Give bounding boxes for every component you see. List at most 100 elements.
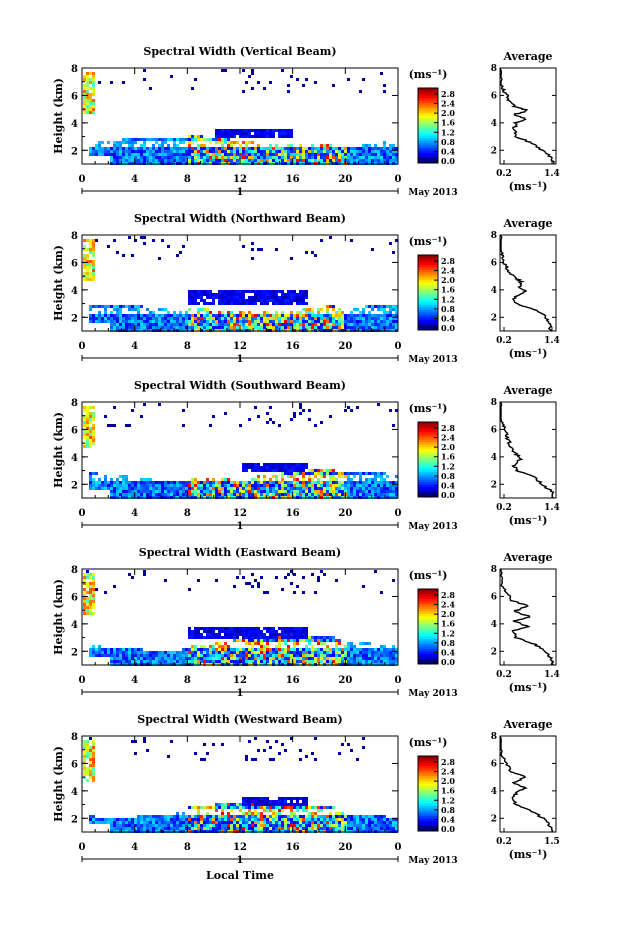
heatmap-cell [248, 323, 251, 326]
heatmap-cell [260, 660, 263, 663]
heatmap-cell [254, 651, 257, 654]
x-tick-label: 12 [233, 341, 247, 352]
heatmap-cell [230, 156, 233, 159]
heatmap-cell [101, 305, 104, 308]
heatmap-cell [143, 487, 146, 490]
heatmap-cell [392, 159, 395, 162]
heatmap-cell [224, 818, 227, 821]
heatmap-cell [299, 627, 302, 630]
heatmap-cell [83, 245, 86, 248]
heatmap-cell [317, 159, 320, 162]
heatmap-cell [314, 323, 317, 326]
colorbar-band [418, 454, 438, 458]
heatmap-cell [260, 490, 263, 493]
heatmap-cell [116, 818, 119, 821]
heatmap-cell [89, 773, 92, 776]
heatmap-cell [146, 320, 149, 323]
heatmap-cell [320, 323, 323, 326]
heatmap-cell [254, 654, 257, 657]
heatmap-cell [377, 153, 380, 156]
heatmap-cell [137, 660, 140, 663]
heatmap-cell [395, 156, 398, 159]
heatmap-cell [281, 660, 284, 663]
heatmap-cell [323, 660, 326, 663]
heatmap-cell [308, 314, 311, 317]
heatmap-cell [284, 487, 287, 490]
heatmap-cell [293, 147, 296, 150]
heatmap-cell [287, 630, 290, 633]
heatmap-cell [107, 141, 110, 144]
average-frame [499, 401, 557, 499]
heatmap-cell [230, 129, 233, 132]
heatmap-cell [188, 493, 191, 496]
heatmap-cell [116, 654, 119, 657]
heatmap-cell [338, 651, 341, 654]
heatmap-cell [221, 323, 224, 326]
heatmap-cell [323, 490, 326, 493]
heatmap-cell [326, 827, 329, 830]
heatmap-cell [98, 314, 101, 317]
heatmap-cell [344, 317, 347, 320]
heatmap-cell [191, 317, 194, 320]
heatmap-cell [236, 159, 239, 162]
y-tick-label: 2 [71, 313, 78, 324]
heatmap-cell [377, 150, 380, 153]
heatmap-cell [233, 484, 236, 487]
heatmap-cell [200, 818, 203, 821]
heatmap-cell [368, 651, 371, 654]
heatmap-cell [302, 472, 305, 475]
heatmap-cell [347, 472, 350, 475]
heatmap-cell [344, 657, 347, 660]
heatmap-cell [293, 627, 296, 630]
heatmap-cell [131, 740, 134, 743]
heatmap-cell [359, 150, 362, 153]
heatmap-cell [119, 320, 122, 323]
heatmap-cell [335, 651, 338, 654]
heatmap-cell [233, 293, 236, 296]
panel-title: Spectral Width (Southward Beam) [134, 379, 346, 392]
heatmap-cell [89, 245, 92, 248]
heatmap-cell [269, 809, 272, 812]
heatmap-cell [83, 433, 86, 436]
heatmap-cell [119, 323, 122, 326]
heatmap-cell [314, 636, 317, 639]
y-tick-label: 6 [71, 258, 78, 269]
heatmap-cell [374, 314, 377, 317]
heatmap-cell [203, 493, 206, 496]
average-frame [499, 568, 557, 666]
heatmap-cell [167, 311, 170, 314]
heatmap-cell [341, 311, 344, 314]
heatmap-cell [278, 424, 281, 427]
heatmap-cell [215, 654, 218, 657]
heatmap-cell [116, 660, 119, 663]
heatmap-cell [197, 821, 200, 824]
heatmap-cell [335, 481, 338, 484]
heatmap-cell [242, 487, 245, 490]
heatmap-cell [224, 660, 227, 663]
heatmap-cell [113, 239, 116, 242]
heatmap-cell [194, 290, 197, 293]
heatmap-cell [161, 657, 164, 660]
heatmap-cell [197, 135, 200, 138]
heatmap-cell [170, 821, 173, 824]
heatmap-cell [209, 314, 212, 317]
heatmap-cell [113, 487, 116, 490]
heatmap-cell [284, 630, 287, 633]
heatmap-cell [386, 320, 389, 323]
heatmap-cell [122, 326, 125, 329]
heatmap-cell [329, 639, 332, 642]
heatmap-cell [89, 153, 92, 156]
heatmap-cell [236, 660, 239, 663]
heatmap-cell [227, 159, 230, 162]
heatmap-cell [242, 651, 245, 654]
heatmap-cell [134, 654, 137, 657]
heatmap-cell [326, 323, 329, 326]
average-x-tick-label: 1.4 [544, 169, 560, 179]
heatmap-cell [257, 582, 260, 585]
heatmap-cell [239, 639, 242, 642]
heatmap-cell [152, 314, 155, 317]
heatmap-cell [263, 296, 266, 299]
heatmap-cell [269, 478, 272, 481]
heatmap-cell [266, 317, 269, 320]
heatmap-cell [125, 159, 128, 162]
